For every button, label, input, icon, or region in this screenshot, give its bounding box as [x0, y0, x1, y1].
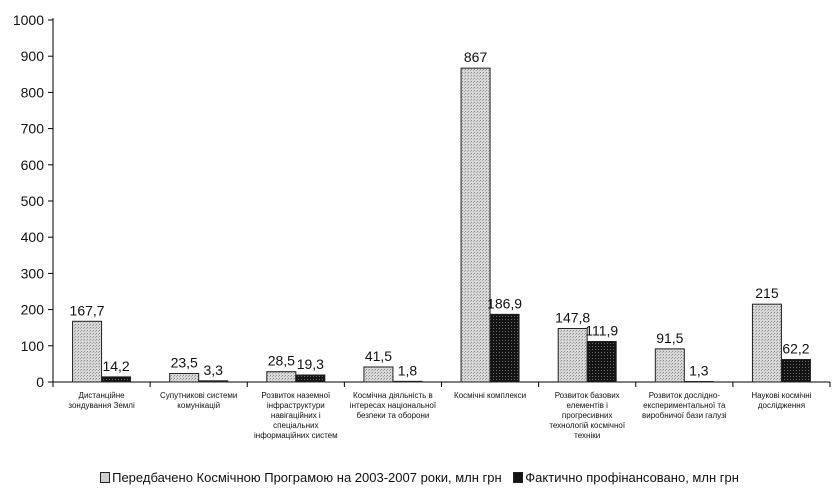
y-tick-label: 300 [21, 265, 45, 281]
legend-item-planned: Передбачено Космічною Програмою на 2003-… [100, 470, 502, 485]
bar-actual [780, 358, 811, 383]
data-label-actual: 3,3 [203, 362, 223, 378]
y-tick-label: 1000 [13, 12, 44, 28]
category-label-line: прогресивних [562, 411, 613, 420]
category-label-line: Розвиток дослідно- [649, 391, 721, 400]
category-label: Супутникові системи комунікацій [160, 391, 237, 410]
y-tick-label: 600 [21, 157, 45, 173]
category-label-line: Космічна діяльність в [353, 391, 433, 400]
category-label-line: Розвиток наземної [261, 391, 331, 400]
legend-label-actual: Фактично профінансовано, млн грн [525, 470, 739, 485]
data-label-planned: 167,7 [70, 302, 105, 318]
bar-actual [101, 376, 132, 383]
category-label-line: зондування Землі [68, 401, 135, 410]
data-label-actual: 111,9 [585, 322, 618, 338]
category-label-line: Супутникові системи [160, 391, 237, 400]
category-label-line: техніки [574, 431, 600, 440]
data-label-planned: 867 [464, 49, 488, 65]
y-tick-label: 900 [21, 48, 45, 64]
legend: Передбачено Космічною Програмою на 2003-… [0, 470, 839, 485]
legend-swatch-planned [100, 472, 111, 483]
category-label: Космічна діяльність в інтересах національ… [350, 391, 437, 420]
category-label-line: Космічні комплекси [454, 391, 526, 400]
category-label-line: інфраструктури [267, 401, 325, 410]
bar-planned [72, 320, 103, 383]
category-label: Розвиток наземної інфраструктури навігацій… [254, 391, 338, 440]
bar-planned [751, 303, 782, 383]
category-label: Розвиток базових елементів і прогресивних т… [549, 391, 625, 440]
category-label-line: виробничої бази галузі [642, 411, 727, 420]
y-tick-label: 500 [21, 193, 45, 209]
category-label-line: інформаційних систем [254, 431, 338, 440]
bar-planned [363, 366, 394, 383]
category-label-line: навігаційних і [271, 411, 321, 420]
category-label-line: Наукові космічні [751, 391, 811, 400]
category-labels: Дистанційне зондування Землі Супутникові с… [68, 391, 811, 440]
category-label: Космічні комплекси [454, 391, 526, 400]
legend-swatch-actual [513, 472, 524, 483]
category-label-line: безпеки та оборони [356, 411, 429, 420]
bar-planned [169, 372, 200, 383]
category-label-line: елементів і [567, 401, 609, 410]
category-label: Розвиток дослідно-експериментальної та ви… [642, 391, 727, 420]
category-label-line: Дистанційне [79, 391, 126, 400]
category-label-line: технологій космічної [549, 421, 625, 430]
data-label-actual: 14,2 [102, 358, 129, 374]
data-label-actual: 62,2 [782, 340, 809, 356]
data-labels: 167,7 14,2 23,5 3,3 28,5 19,3 41,5 1,8 867 186,9 1… [70, 49, 810, 378]
data-label-actual: 1,3 [689, 363, 709, 379]
category-label: Наукові космічні дослідження [751, 391, 811, 410]
bar-actual [392, 380, 423, 383]
axes: 0 100 200 300 400 500 600 700 800 900 1000 [13, 12, 831, 390]
data-label-actual: 19,3 [297, 356, 324, 372]
y-tick-label: 100 [21, 338, 45, 354]
bar-actual [295, 374, 326, 383]
category-label-line: комунікацій [177, 401, 220, 410]
y-tick-label: 700 [21, 121, 45, 137]
legend-item-actual: Фактично профінансовано, млн грн [513, 470, 739, 485]
data-label-planned: 91,5 [656, 330, 683, 346]
y-tick-label: 0 [36, 374, 44, 390]
category-label-line: спеціальних [273, 421, 318, 430]
data-label-planned: 147,8 [555, 309, 590, 325]
data-label-planned: 215 [755, 285, 779, 301]
legend-label-planned: Передбачено Космічною Програмою на 2003-… [112, 470, 502, 485]
bar-actual [198, 380, 229, 383]
data-label-actual: 1,8 [398, 362, 418, 378]
category-label-line: інтересах національної [350, 401, 437, 410]
category-label-line: експериментальної та [643, 401, 726, 410]
data-label-planned: 41,5 [365, 348, 392, 364]
bars [72, 67, 811, 383]
y-tick-label: 800 [21, 84, 45, 100]
y-tick-label: 400 [21, 229, 45, 245]
data-label-actual: 186,9 [487, 295, 522, 311]
bar-actual [586, 340, 617, 383]
bar-actual [683, 381, 714, 383]
y-tick-label: 200 [21, 302, 45, 318]
bar-actual [489, 313, 520, 383]
data-label-planned: 23,5 [171, 354, 198, 370]
bar-planned [266, 371, 297, 383]
bar-planned [460, 67, 491, 383]
bar-planned [654, 348, 685, 383]
data-label-planned: 28,5 [268, 353, 295, 369]
category-label: Дистанційне зондування Землі [68, 391, 135, 410]
category-label-line: дослідження [758, 401, 805, 410]
bar-planned [557, 327, 588, 383]
category-label-line: Розвиток базових [555, 391, 620, 400]
